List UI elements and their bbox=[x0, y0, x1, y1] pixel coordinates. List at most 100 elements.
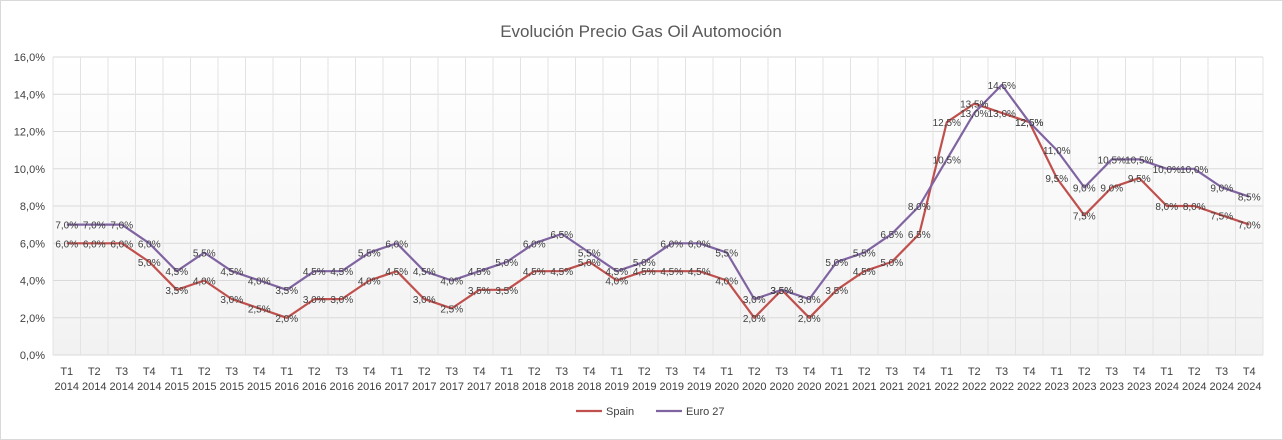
data-label-spain: 9,5% bbox=[1128, 174, 1151, 185]
x-tick-label: 2014 bbox=[82, 381, 106, 393]
x-tick-label: T4 bbox=[913, 366, 926, 378]
x-tick-label: 2019 bbox=[687, 381, 711, 393]
x-tick-label: T2 bbox=[858, 366, 871, 378]
y-tick-label: 6,0% bbox=[20, 238, 45, 250]
data-label-spain: 9,0% bbox=[1100, 183, 1123, 194]
data-label-spain: 6,0% bbox=[83, 239, 106, 250]
data-label-euro27: 4,5% bbox=[165, 267, 188, 278]
data-label-spain: 13,0% bbox=[988, 109, 1016, 120]
data-label-spain: 5,0% bbox=[138, 258, 161, 269]
data-label-euro27: 8,0% bbox=[908, 202, 931, 213]
data-label-euro27: 7,0% bbox=[83, 221, 106, 232]
data-label-spain: 7,5% bbox=[1210, 211, 1233, 222]
data-label-euro27: 6,0% bbox=[385, 239, 408, 250]
data-label-spain: 4,5% bbox=[660, 267, 683, 278]
data-label-euro27: 3,0% bbox=[743, 295, 766, 306]
data-label-spain: 4,0% bbox=[358, 277, 381, 288]
x-tick-label: 2020 bbox=[715, 381, 739, 393]
data-label-euro27: 8,5% bbox=[1238, 193, 1261, 204]
x-tick-label: 2023 bbox=[1045, 381, 1069, 393]
data-labels: 6,0% 6,0% 6,0% 5,0% 3,5% 4,0% 3,0% 2,5% 2,0% 3,0%… bbox=[55, 81, 1260, 325]
x-tick-label: 2021 bbox=[852, 381, 876, 393]
data-label-spain: 12,5% bbox=[1015, 118, 1043, 129]
x-tick-label: 2014 bbox=[110, 381, 134, 393]
legend-label: Spain bbox=[606, 406, 634, 418]
data-label-spain: 4,0% bbox=[193, 277, 216, 288]
data-label-euro27: 12,5% bbox=[1015, 118, 1043, 129]
data-label-euro27: 6,5% bbox=[880, 230, 903, 241]
data-label-spain: 7,0% bbox=[1238, 221, 1261, 232]
data-label-euro27: 5,0% bbox=[633, 258, 656, 269]
x-axis-ticks: T1 2014 T2 2014 T3 2014 T4 2014 T1 2015 T2 2015 T3 20… bbox=[55, 366, 1262, 393]
data-label-spain: 3,5% bbox=[825, 286, 848, 297]
data-label-spain: 4,5% bbox=[853, 267, 876, 278]
data-label-euro27: 6,0% bbox=[660, 239, 683, 250]
data-label-spain: 6,5% bbox=[908, 230, 931, 241]
data-label-spain: 5,0% bbox=[880, 258, 903, 269]
x-tick-label: 2016 bbox=[330, 381, 354, 393]
data-label-spain: 4,0% bbox=[715, 277, 738, 288]
data-label-spain: 5,0% bbox=[578, 258, 601, 269]
data-label-spain: 9,5% bbox=[1045, 174, 1068, 185]
x-tick-label: 2015 bbox=[165, 381, 189, 393]
x-tick-label: 2022 bbox=[990, 381, 1014, 393]
data-label-spain: 3,5% bbox=[165, 286, 188, 297]
x-tick-label: 2016 bbox=[302, 381, 326, 393]
y-tick-label: 14,0% bbox=[14, 89, 45, 101]
x-tick-label: T2 bbox=[1188, 366, 1201, 378]
data-label-euro27: 10,5% bbox=[1125, 155, 1153, 166]
x-tick-label: T4 bbox=[1023, 366, 1036, 378]
data-label-euro27: 3,5% bbox=[770, 286, 793, 297]
data-label-spain: 4,5% bbox=[523, 267, 546, 278]
x-tick-label: T1 bbox=[830, 366, 843, 378]
x-tick-label: T1 bbox=[280, 366, 293, 378]
x-tick-label: 2023 bbox=[1100, 381, 1124, 393]
x-tick-label: 2022 bbox=[935, 381, 959, 393]
legend-label: Euro 27 bbox=[686, 406, 725, 418]
data-label-spain: 13,5% bbox=[960, 100, 988, 111]
x-tick-label: T1 bbox=[390, 366, 403, 378]
x-tick-label: 2017 bbox=[440, 381, 464, 393]
data-label-euro27: 5,5% bbox=[358, 249, 381, 260]
x-tick-label: T4 bbox=[363, 366, 376, 378]
x-tick-label: T1 bbox=[940, 366, 953, 378]
x-tick-label: 2022 bbox=[962, 381, 986, 393]
data-label-euro27: 5,5% bbox=[853, 249, 876, 260]
x-tick-label: T2 bbox=[638, 366, 651, 378]
y-tick-label: 0,0% bbox=[20, 350, 45, 362]
x-tick-label: 2019 bbox=[605, 381, 629, 393]
x-tick-label: 2021 bbox=[880, 381, 904, 393]
data-label-euro27: 9,0% bbox=[1210, 183, 1233, 194]
data-label-spain: 3,0% bbox=[303, 295, 326, 306]
data-label-euro27: 4,0% bbox=[440, 277, 463, 288]
x-tick-label: T4 bbox=[583, 366, 596, 378]
x-tick-label: 2016 bbox=[275, 381, 299, 393]
data-label-euro27: 4,5% bbox=[220, 267, 243, 278]
data-label-spain: 4,5% bbox=[633, 267, 656, 278]
x-tick-label: 2018 bbox=[522, 381, 546, 393]
data-label-euro27: 11,0% bbox=[1043, 146, 1071, 157]
x-tick-label: 2018 bbox=[577, 381, 601, 393]
x-tick-label: 2016 bbox=[357, 381, 381, 393]
x-tick-label: T1 bbox=[1160, 366, 1173, 378]
data-label-spain: 8,0% bbox=[1183, 202, 1206, 213]
x-tick-label: T2 bbox=[198, 366, 211, 378]
x-tick-label: 2021 bbox=[907, 381, 931, 393]
x-tick-label: T3 bbox=[445, 366, 458, 378]
x-tick-label: 2015 bbox=[220, 381, 244, 393]
x-tick-label: 2022 bbox=[1017, 381, 1041, 393]
x-tick-label: T1 bbox=[1050, 366, 1063, 378]
x-tick-label: 2014 bbox=[137, 381, 161, 393]
x-tick-label: 2023 bbox=[1127, 381, 1151, 393]
x-tick-label: 2018 bbox=[550, 381, 574, 393]
x-tick-label: T2 bbox=[1078, 366, 1091, 378]
x-tick-label: T2 bbox=[748, 366, 761, 378]
x-tick-label: T4 bbox=[473, 366, 486, 378]
x-tick-label: 2019 bbox=[632, 381, 656, 393]
series-line-euro27 bbox=[66, 83, 1250, 301]
data-label-spain: 3,0% bbox=[413, 295, 436, 306]
data-label-spain: 6,0% bbox=[55, 239, 78, 250]
x-tick-label: T3 bbox=[555, 366, 568, 378]
x-tick-label: 2015 bbox=[247, 381, 271, 393]
